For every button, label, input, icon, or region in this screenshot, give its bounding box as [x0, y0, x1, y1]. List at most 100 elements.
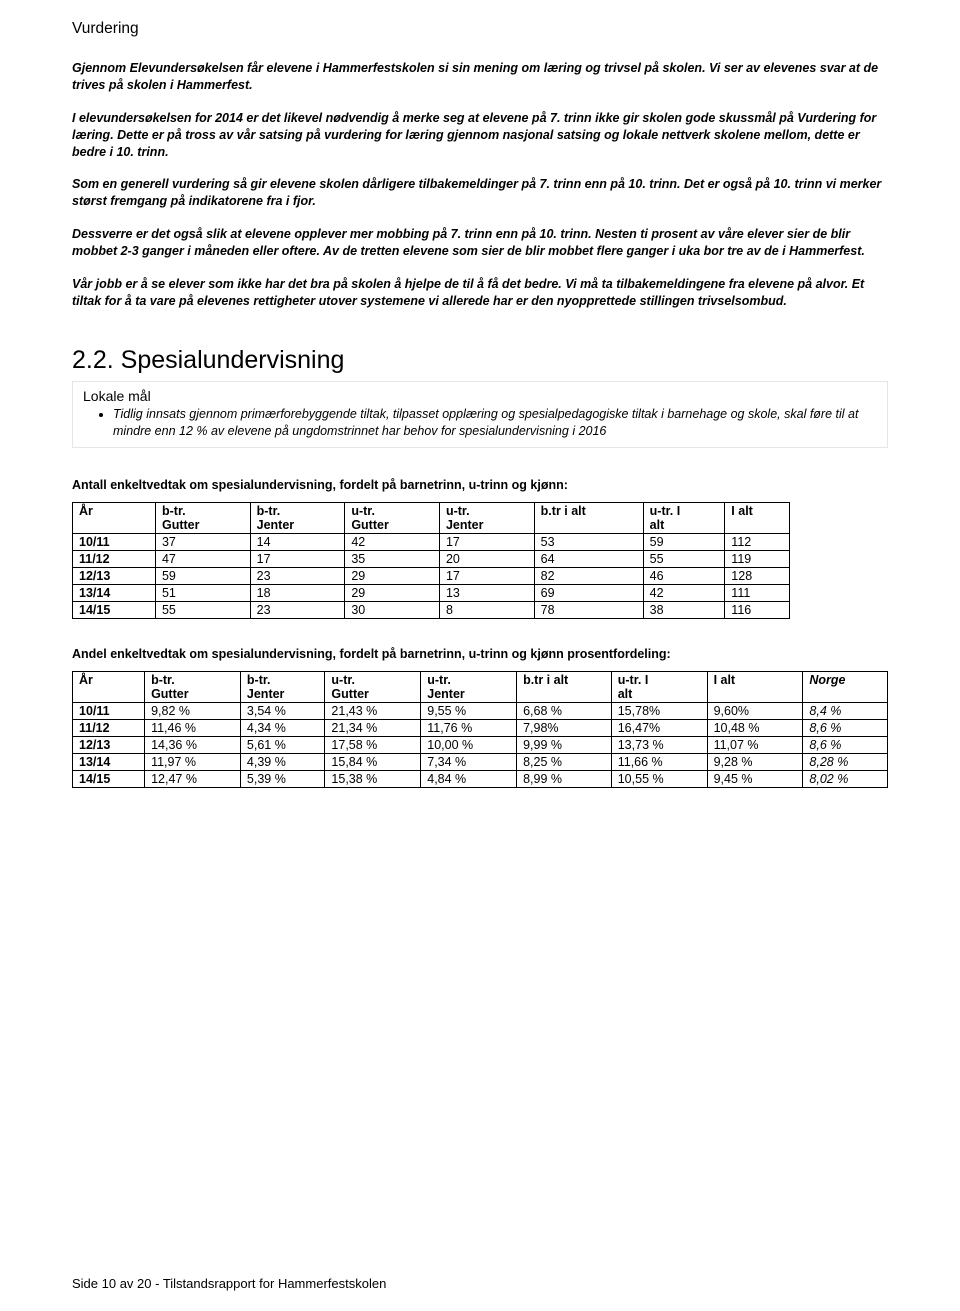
table-cell: 9,28 % — [707, 754, 803, 771]
table-cell: 53 — [534, 534, 643, 551]
table-header-cell: b.tr i alt — [534, 503, 643, 534]
table-cell: 8,6 % — [803, 737, 888, 754]
table-cell: 3,54 % — [240, 703, 325, 720]
table-cell: 8,02 % — [803, 771, 888, 788]
table-cell: 5,39 % — [240, 771, 325, 788]
page-footer: Side 10 av 20 - Tilstandsrapport for Ham… — [72, 1276, 386, 1291]
table-cell: 11,46 % — [145, 720, 241, 737]
table-cell: 119 — [725, 551, 790, 568]
table-cell: 55 — [155, 602, 250, 619]
section-heading: 2.2. Spesialundervisning — [72, 346, 888, 375]
paragraph-4: Dessverre er det også slik at elevene op… — [72, 226, 888, 260]
table-cell: 9,82 % — [145, 703, 241, 720]
table-cell: 51 — [155, 585, 250, 602]
table-cell: 13 — [439, 585, 534, 602]
table2: Årb-tr.Gutterb-tr.Jenteru-tr.Gutteru-tr.… — [72, 671, 888, 788]
table-cell: 42 — [643, 585, 725, 602]
table-header-cell: År — [73, 672, 145, 703]
table-header-cell: u-tr.Jenter — [421, 672, 517, 703]
table-cell: 4,34 % — [240, 720, 325, 737]
table-cell: 8,28 % — [803, 754, 888, 771]
table-cell: 8 — [439, 602, 534, 619]
table-cell: 55 — [643, 551, 725, 568]
table-cell: 47 — [155, 551, 250, 568]
table1-header-row: Årb-tr.Gutterb-tr.Jenteru-tr.Gutteru-tr.… — [73, 503, 790, 534]
table-cell: 12/13 — [73, 737, 145, 754]
paragraph-5: Vår jobb er å se elever som ikke har det… — [72, 276, 888, 310]
lokale-mal-bullet: Tidlig innsats gjennom primærforebyggend… — [113, 406, 877, 440]
table-cell: 10,00 % — [421, 737, 517, 754]
table1-title: Antall enkeltvedtak om spesialundervisni… — [72, 478, 888, 492]
lokale-mal-title: Lokale mål — [83, 388, 877, 404]
table-cell: 16,47% — [611, 720, 707, 737]
table-row: 11/12471735206455119 — [73, 551, 790, 568]
table-cell: 6,68 % — [517, 703, 612, 720]
table-cell: 14,36 % — [145, 737, 241, 754]
table-cell: 8,99 % — [517, 771, 612, 788]
table-cell: 11,07 % — [707, 737, 803, 754]
page: Vurdering Gjennom Elevundersøkelsen får … — [0, 0, 960, 1311]
table-cell: 7,34 % — [421, 754, 517, 771]
table-header-cell: I alt — [707, 672, 803, 703]
table-cell: 13,73 % — [611, 737, 707, 754]
table-header-cell: u-tr. Ialt — [611, 672, 707, 703]
table-cell: 14/15 — [73, 602, 156, 619]
table-cell: 21,43 % — [325, 703, 421, 720]
table-cell: 17,58 % — [325, 737, 421, 754]
table-cell: 15,78% — [611, 703, 707, 720]
lokale-mal-box: Lokale mål Tidlig innsats gjennom primær… — [72, 381, 888, 449]
table-cell: 30 — [345, 602, 440, 619]
table-cell: 20 — [439, 551, 534, 568]
table-cell: 38 — [643, 602, 725, 619]
table-cell: 13/14 — [73, 585, 156, 602]
heading-vurdering: Vurdering — [72, 20, 888, 38]
table-row: 13/1411,97 %4,39 %15,84 %7,34 %8,25 %11,… — [73, 754, 888, 771]
table-row: 11/1211,46 %4,34 %21,34 %11,76 %7,98%16,… — [73, 720, 888, 737]
table-cell: 29 — [345, 568, 440, 585]
table-header-cell: År — [73, 503, 156, 534]
table-cell: 14 — [250, 534, 345, 551]
table-cell: 10,48 % — [707, 720, 803, 737]
table-cell: 12/13 — [73, 568, 156, 585]
table-header-cell: u-tr.Gutter — [345, 503, 440, 534]
table-header-cell: b-tr.Gutter — [145, 672, 241, 703]
table-cell: 11,66 % — [611, 754, 707, 771]
table-cell: 59 — [643, 534, 725, 551]
table2-title: Andel enkeltvedtak om spesialundervisnin… — [72, 647, 888, 661]
table-cell: 9,45 % — [707, 771, 803, 788]
table-cell: 15,38 % — [325, 771, 421, 788]
table-cell: 13/14 — [73, 754, 145, 771]
paragraph-2: I elevundersøkelsen for 2014 er det like… — [72, 110, 888, 161]
table-row: 12/1314,36 %5,61 %17,58 %10,00 %9,99 %13… — [73, 737, 888, 754]
table-row: 10/11371442175359112 — [73, 534, 790, 551]
table-header-cell: b-tr.Jenter — [240, 672, 325, 703]
table-header-cell: b-tr.Jenter — [250, 503, 345, 534]
table-cell: 9,60% — [707, 703, 803, 720]
table-cell: 8,25 % — [517, 754, 612, 771]
table-cell: 11,76 % — [421, 720, 517, 737]
table-header-cell: I alt — [725, 503, 790, 534]
table-cell: 10/11 — [73, 703, 145, 720]
table-header-cell: u-tr.Gutter — [325, 672, 421, 703]
table-cell: 69 — [534, 585, 643, 602]
table-row: 13/14511829136942111 — [73, 585, 790, 602]
table-header-cell: b-tr.Gutter — [155, 503, 250, 534]
table-row: 14/1512,47 %5,39 %15,38 %4,84 %8,99 %10,… — [73, 771, 888, 788]
table-cell: 7,98% — [517, 720, 612, 737]
table-cell: 10,55 % — [611, 771, 707, 788]
table-cell: 42 — [345, 534, 440, 551]
table-cell: 37 — [155, 534, 250, 551]
table-cell: 9,55 % — [421, 703, 517, 720]
table-row: 12/13592329178246128 — [73, 568, 790, 585]
table-header-cell: u-tr.Jenter — [439, 503, 534, 534]
paragraph-1: Gjennom Elevundersøkelsen får elevene i … — [72, 60, 888, 94]
table-cell: 29 — [345, 585, 440, 602]
table-cell: 21,34 % — [325, 720, 421, 737]
lokale-mal-list: Tidlig innsats gjennom primærforebyggend… — [83, 406, 877, 440]
table-header-cell: b.tr i alt — [517, 672, 612, 703]
table-cell: 23 — [250, 568, 345, 585]
table-cell: 9,99 % — [517, 737, 612, 754]
table1: Årb-tr.Gutterb-tr.Jenteru-tr.Gutteru-tr.… — [72, 502, 790, 619]
table-cell: 116 — [725, 602, 790, 619]
paragraph-3: Som en generell vurdering så gir elevene… — [72, 176, 888, 210]
